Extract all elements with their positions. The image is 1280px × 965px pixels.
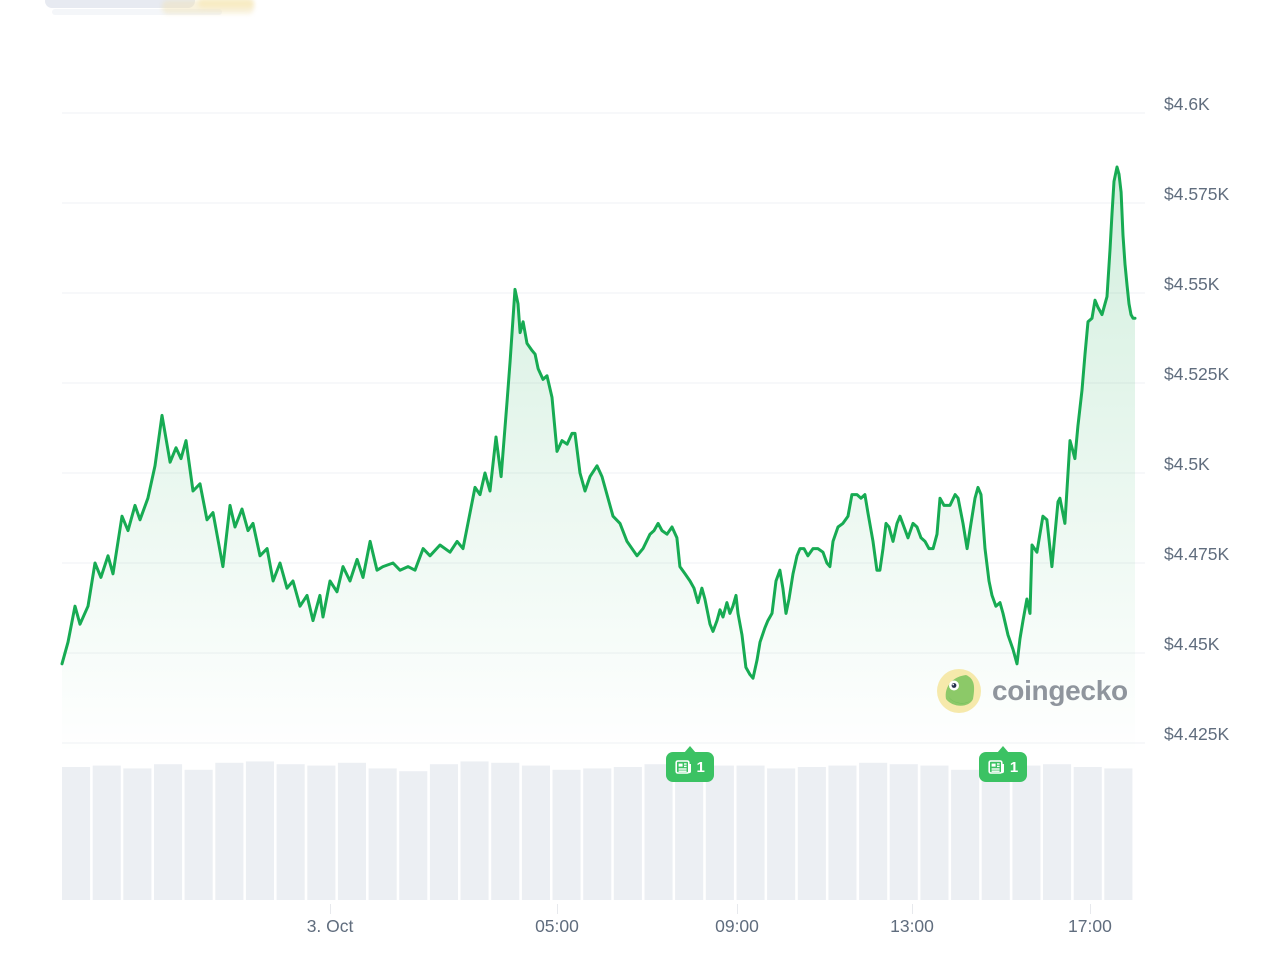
- x-axis-label: 09:00: [715, 916, 759, 936]
- x-axis-label: 05:00: [535, 916, 579, 936]
- y-axis-label: $4.6K: [1164, 94, 1210, 114]
- news-count: 1: [1009, 758, 1019, 776]
- x-axis-tick: [737, 904, 739, 914]
- y-axis-label: $4.525K: [1164, 364, 1230, 384]
- cutoff-range-pill[interactable]: [45, 0, 195, 8]
- x-axis-label: 13:00: [890, 916, 934, 936]
- y-axis-label: $4.55K: [1164, 274, 1220, 294]
- newspaper-icon: [674, 760, 691, 774]
- cutoff-toolbar-smear: [52, 9, 222, 15]
- newspaper-icon: [988, 760, 1004, 774]
- x-axis-tick: [912, 904, 914, 914]
- coingecko-watermark: coingecko: [936, 668, 1128, 714]
- news-count: 1: [696, 758, 705, 776]
- x-axis-tick: [1089, 904, 1091, 914]
- y-axis-label: $4.475K: [1164, 544, 1230, 564]
- y-axis-label: $4.5K: [1164, 454, 1210, 474]
- y-axis-label: $4.575K: [1164, 184, 1230, 204]
- cutoff-highlight-fragment-2: [198, 0, 254, 8]
- volume-bars: [62, 761, 1133, 900]
- price-line: [60, 165, 1137, 680]
- x-axis-label: 3. Oct: [306, 916, 354, 936]
- x-axis-tick: [556, 904, 558, 914]
- coingecko-logo-icon: [937, 669, 981, 713]
- news-badge[interactable]: 1: [665, 746, 714, 782]
- y-axis-label: $4.425K: [1164, 724, 1230, 744]
- price-area-fill: [62, 167, 1135, 760]
- x-axis-label: 17:00: [1068, 916, 1112, 936]
- coingecko-logo-text: coingecko: [992, 675, 1128, 706]
- news-badge[interactable]: 1: [979, 746, 1028, 782]
- y-axis-label: $4.45K: [1164, 634, 1220, 654]
- x-axis-tick: [330, 904, 332, 914]
